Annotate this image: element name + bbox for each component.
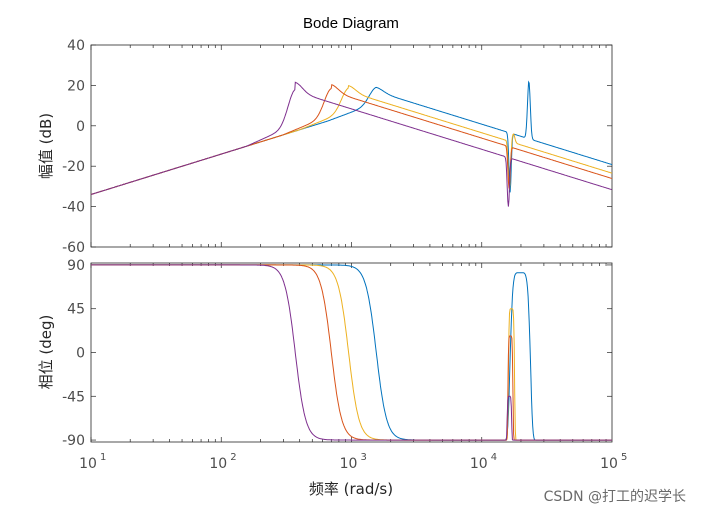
magnitude-line: [90, 81, 613, 207]
x-tick-labels: 10 1 10 2 10 3 10 4 10 5: [79, 452, 627, 472]
magnitude-lines: [90, 80, 613, 207]
phase-ticks: 90 45 0 -45 -90: [62, 258, 612, 449]
phase-lines: [91, 264, 612, 441]
y-tick-label: 0: [76, 346, 85, 362]
phase-ylabel: 相位 (deg): [37, 315, 55, 390]
phase-panel: 90 45 0 -45 -90 相位 (deg): [37, 258, 613, 449]
magnitude-axes-box: [90, 44, 613, 248]
watermark: CSDN @打工的迟学长: [543, 489, 686, 505]
x-axis-label: 频率 (rad/s): [309, 480, 393, 498]
phase-line: [91, 264, 612, 441]
x-tick-exponent: 4: [491, 452, 497, 463]
magnitude-ylabel: 幅值 (dB): [37, 113, 55, 179]
x-tick-label: 10: [209, 456, 227, 472]
y-tick-label: 40: [67, 38, 85, 54]
x-tick-exponent: 5: [621, 452, 627, 463]
y-tick-label: -20: [62, 159, 85, 175]
x-tick-label: 10: [470, 456, 488, 472]
magnitude-panel: 40 20 0 -20 -40 -60 幅值 (dB): [37, 38, 613, 256]
y-tick-label: -60: [62, 240, 85, 256]
y-tick-label: -40: [62, 200, 85, 216]
y-tick-label: 45: [67, 302, 85, 318]
y-tick-label: -45: [62, 389, 85, 405]
x-tick-exponent: 2: [230, 452, 236, 463]
phase-axes-box: [90, 262, 613, 443]
y-tick-label: 90: [67, 258, 85, 274]
magnitude-ticks: 40 20 0 -20 -40 -60: [62, 38, 612, 256]
x-tick-label: 10: [600, 456, 618, 472]
y-tick-label: 20: [67, 78, 85, 94]
y-tick-label: 0: [76, 119, 85, 135]
x-tick-exponent: 1: [100, 452, 106, 463]
chart-title: Bode Diagram: [303, 15, 399, 32]
x-tick-label: 10: [340, 456, 358, 472]
y-tick-label: -90: [62, 433, 85, 449]
x-tick-label: 10: [79, 456, 97, 472]
x-tick-exponent: 3: [361, 452, 367, 463]
